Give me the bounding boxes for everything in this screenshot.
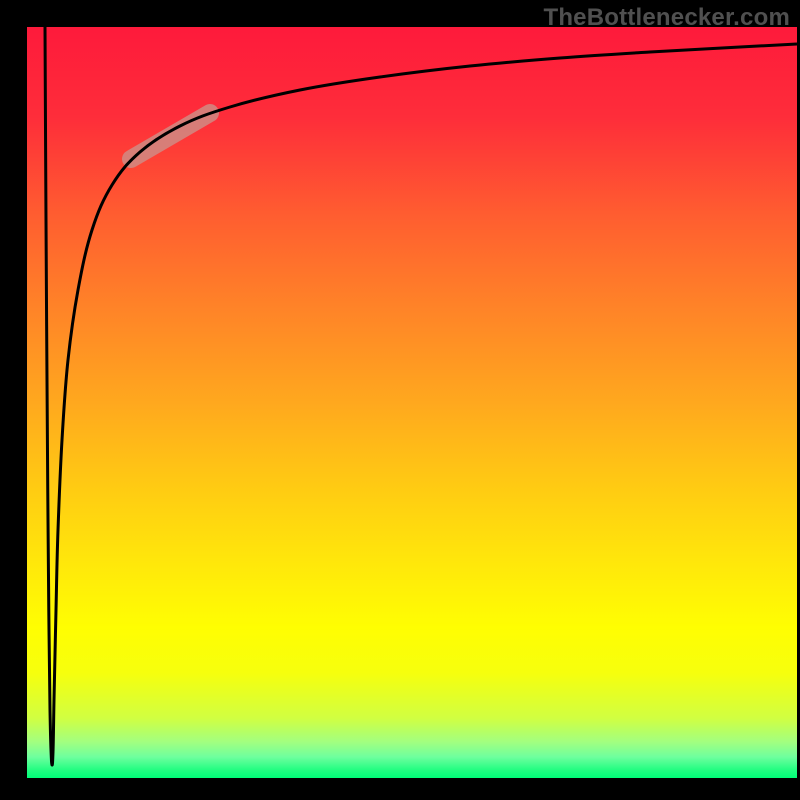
- watermark-text: TheBottlenecker.com: [543, 4, 790, 32]
- plot-background: [27, 27, 797, 778]
- chart-container: TheBottlenecker.com: [0, 0, 800, 800]
- bottleneck-chart-svg: [0, 0, 800, 800]
- plot-border: [0, 778, 800, 800]
- plot-border: [0, 0, 27, 800]
